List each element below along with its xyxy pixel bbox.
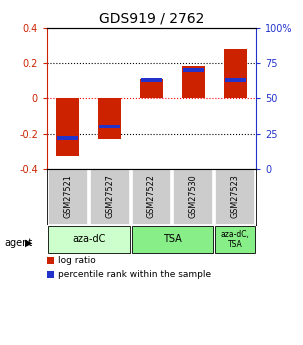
- Text: GSM27527: GSM27527: [105, 174, 114, 218]
- Text: GSM27522: GSM27522: [147, 174, 156, 218]
- Text: TSA: TSA: [163, 235, 182, 245]
- Title: GDS919 / 2762: GDS919 / 2762: [99, 11, 204, 25]
- Bar: [215, 226, 255, 253]
- Text: GSM27521: GSM27521: [63, 174, 72, 218]
- Bar: [48, 226, 130, 253]
- Text: agent: agent: [5, 238, 33, 248]
- Text: log ratio: log ratio: [58, 256, 96, 265]
- Bar: [225, 78, 246, 82]
- Text: GSM27530: GSM27530: [189, 174, 198, 218]
- Bar: [215, 169, 255, 225]
- Text: aza-dC,
TSA: aza-dC, TSA: [221, 230, 250, 249]
- Text: ▶: ▶: [25, 238, 32, 248]
- Bar: [182, 67, 205, 98]
- Bar: [48, 169, 88, 225]
- Bar: [98, 98, 121, 139]
- Bar: [141, 78, 162, 82]
- Bar: [132, 169, 171, 225]
- Bar: [173, 169, 213, 225]
- Bar: [224, 49, 247, 98]
- Text: percentile rank within the sample: percentile rank within the sample: [58, 270, 211, 279]
- Bar: [90, 169, 130, 225]
- Bar: [57, 136, 78, 140]
- Bar: [140, 79, 163, 98]
- Text: aza-dC: aza-dC: [72, 235, 105, 245]
- Bar: [183, 68, 204, 72]
- Bar: [99, 125, 120, 128]
- Text: GSM27523: GSM27523: [231, 174, 240, 218]
- Bar: [56, 98, 79, 157]
- Bar: [132, 226, 213, 253]
